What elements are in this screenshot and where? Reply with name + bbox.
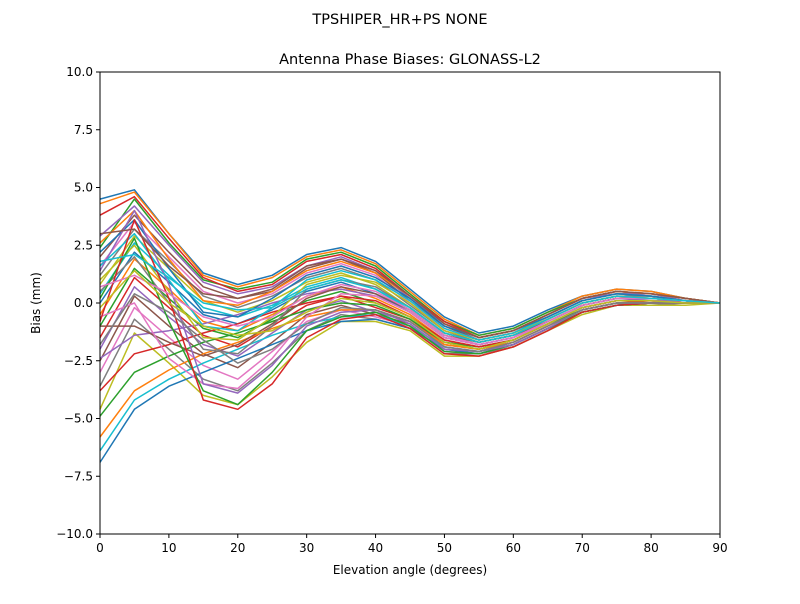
series-group bbox=[99, 189, 721, 463]
series-line-2 bbox=[99, 191, 721, 337]
y-tick-label: 10.0 bbox=[66, 65, 93, 79]
x-tick-label: 90 bbox=[712, 541, 727, 555]
y-tick-label: −2.5 bbox=[64, 354, 93, 368]
x-tick-label: 10 bbox=[161, 541, 176, 555]
x-tick-label: 80 bbox=[643, 541, 658, 555]
series-line-36 bbox=[99, 228, 721, 339]
series-line-39 bbox=[99, 269, 720, 350]
y-axis-ticks: 10.0 7.5 5.0 2.5 0.0 −2.5 −5.0 −7.5 −10.0 bbox=[56, 65, 100, 541]
y-tick-label: −5.0 bbox=[64, 412, 93, 426]
x-axis-ticks: 0 10 20 30 40 50 60 70 80 90 bbox=[96, 534, 728, 555]
x-tick-label: 50 bbox=[437, 541, 452, 555]
y-tick-label: 2.5 bbox=[74, 238, 93, 252]
y-tick-label: −10.0 bbox=[56, 527, 93, 541]
x-axis-label: Elevation angle (degrees) bbox=[333, 563, 487, 577]
x-tick-label: 20 bbox=[230, 541, 245, 555]
series-line-31 bbox=[99, 219, 721, 339]
figure-suptitle: TPSHIPER_HR+PS NONE bbox=[311, 12, 487, 28]
y-tick-label: 7.5 bbox=[74, 123, 93, 137]
series-line-37 bbox=[99, 274, 721, 346]
x-tick-label: 70 bbox=[575, 541, 590, 555]
series-line-40 bbox=[99, 253, 721, 344]
x-tick-label: 30 bbox=[299, 541, 314, 555]
series-line-38 bbox=[99, 293, 720, 364]
y-tick-label: 5.0 bbox=[74, 181, 93, 195]
y-axis-label: Bias (mm) bbox=[29, 272, 43, 334]
x-tick-label: 0 bbox=[96, 541, 104, 555]
y-tick-label: 0.0 bbox=[74, 296, 93, 310]
series-line-34 bbox=[99, 219, 720, 411]
chart-title: Antenna Phase Biases: GLONASS-L2 bbox=[279, 52, 541, 68]
x-tick-label: 40 bbox=[368, 541, 383, 555]
y-tick-label: −7.5 bbox=[64, 469, 93, 483]
x-tick-label: 60 bbox=[506, 541, 521, 555]
